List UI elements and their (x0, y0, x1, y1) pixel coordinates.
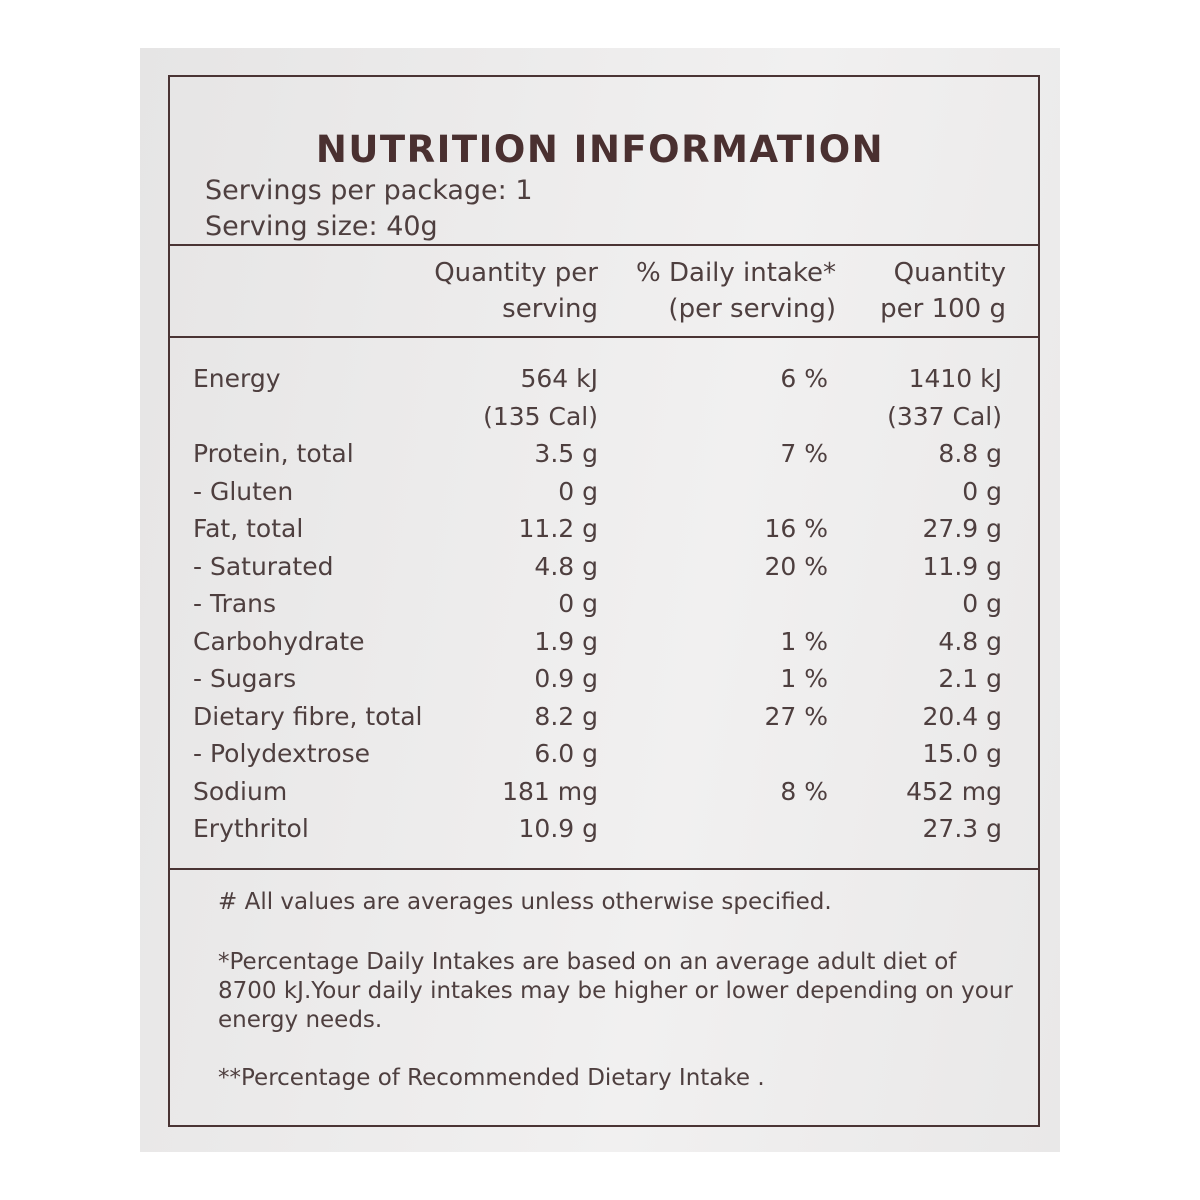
cell-daily-intake: 20 % (764, 551, 828, 581)
row-label: - Gluten (193, 476, 294, 506)
footnote: **Percentage of Recommended Dietary Inta… (218, 1065, 765, 1091)
cell-per-serving: 181 mg (502, 776, 598, 806)
footnote: *Percentage Daily Intakes are based on a… (218, 949, 1013, 1033)
cell-per-100g: (337 Cal) (887, 401, 1002, 431)
cell-per-serving: 11.2 g (518, 514, 598, 543)
serving-size: Serving size: 40g (205, 211, 438, 242)
cell-daily-intake: 1 % (780, 626, 828, 656)
column-header: (per serving) (668, 294, 836, 324)
column-header: serving (502, 294, 598, 324)
footnote: # All values are averages unless otherwi… (218, 889, 832, 915)
row-label: Dietary fibre, total (193, 701, 423, 731)
column-header: per 100 g (880, 294, 1006, 324)
cell-daily-intake: 6 % (780, 364, 828, 393)
cell-daily-intake: 1 % (780, 664, 828, 693)
divider (168, 336, 1040, 338)
divider (168, 244, 1040, 246)
cell-per-serving: (135 Cal) (483, 401, 598, 431)
row-label: Sodium (193, 776, 288, 806)
cell-per-100g: 1410 kJ (908, 364, 1002, 393)
cell-per-serving: 564 kJ (520, 364, 598, 393)
row-label: Energy (193, 364, 281, 393)
title: NUTRITION INFORMATION (315, 128, 885, 171)
divider (168, 868, 1040, 870)
cell-per-100g: 0 g (962, 476, 1002, 506)
cell-per-100g: 0 g (962, 589, 1002, 618)
cell-per-serving: 6.0 g (534, 739, 598, 768)
cell-per-100g: 452 mg (906, 776, 1002, 806)
cell-per-100g: 2.1 g (938, 664, 1002, 693)
row-label: Fat, total (193, 514, 304, 543)
row-label: - Polydextrose (193, 739, 371, 768)
row-label: - Sugars (193, 664, 297, 693)
cell-per-100g: 27.3 g (922, 814, 1002, 843)
cell-per-serving: 10.9 g (518, 814, 598, 843)
cell-daily-intake: 27 % (764, 701, 828, 731)
cell-per-100g: 27.9 g (922, 514, 1002, 543)
cell-per-100g: 15.0 g (922, 739, 1002, 768)
cell-per-serving: 3.5 g (534, 439, 598, 468)
cell-per-serving: 1.9 g (534, 626, 598, 656)
row-label: Erythritol (193, 814, 309, 843)
cell-per-serving: 0.9 g (534, 664, 598, 693)
cell-per-serving: 8.2 g (534, 701, 598, 731)
column-header: Quantity (893, 258, 1006, 288)
row-label: Carbohydrate (193, 626, 365, 656)
row-label: - Saturated (193, 551, 334, 581)
row-label: - Trans (193, 589, 277, 618)
cell-per-100g: 8.8 g (938, 439, 1002, 468)
cell-daily-intake: 8 % (780, 776, 828, 806)
cell-per-serving: 4.8 g (534, 551, 598, 581)
servings-per-package: Servings per package: 1 (205, 175, 533, 206)
column-header: Quantity per (434, 258, 598, 288)
column-header: % Daily intake* (636, 258, 836, 288)
cell-per-serving: 0 g (558, 476, 598, 506)
label-panel (140, 48, 1060, 1152)
cell-per-serving: 0 g (558, 589, 598, 618)
cell-daily-intake: 16 % (764, 514, 828, 543)
cell-per-100g: 20.4 g (922, 701, 1002, 731)
cell-per-100g: 4.8 g (938, 626, 1002, 656)
label-border (168, 75, 1040, 1127)
cell-per-100g: 11.9 g (922, 551, 1002, 581)
cell-daily-intake: 7 % (780, 439, 828, 468)
row-label: Protein, total (193, 439, 354, 468)
